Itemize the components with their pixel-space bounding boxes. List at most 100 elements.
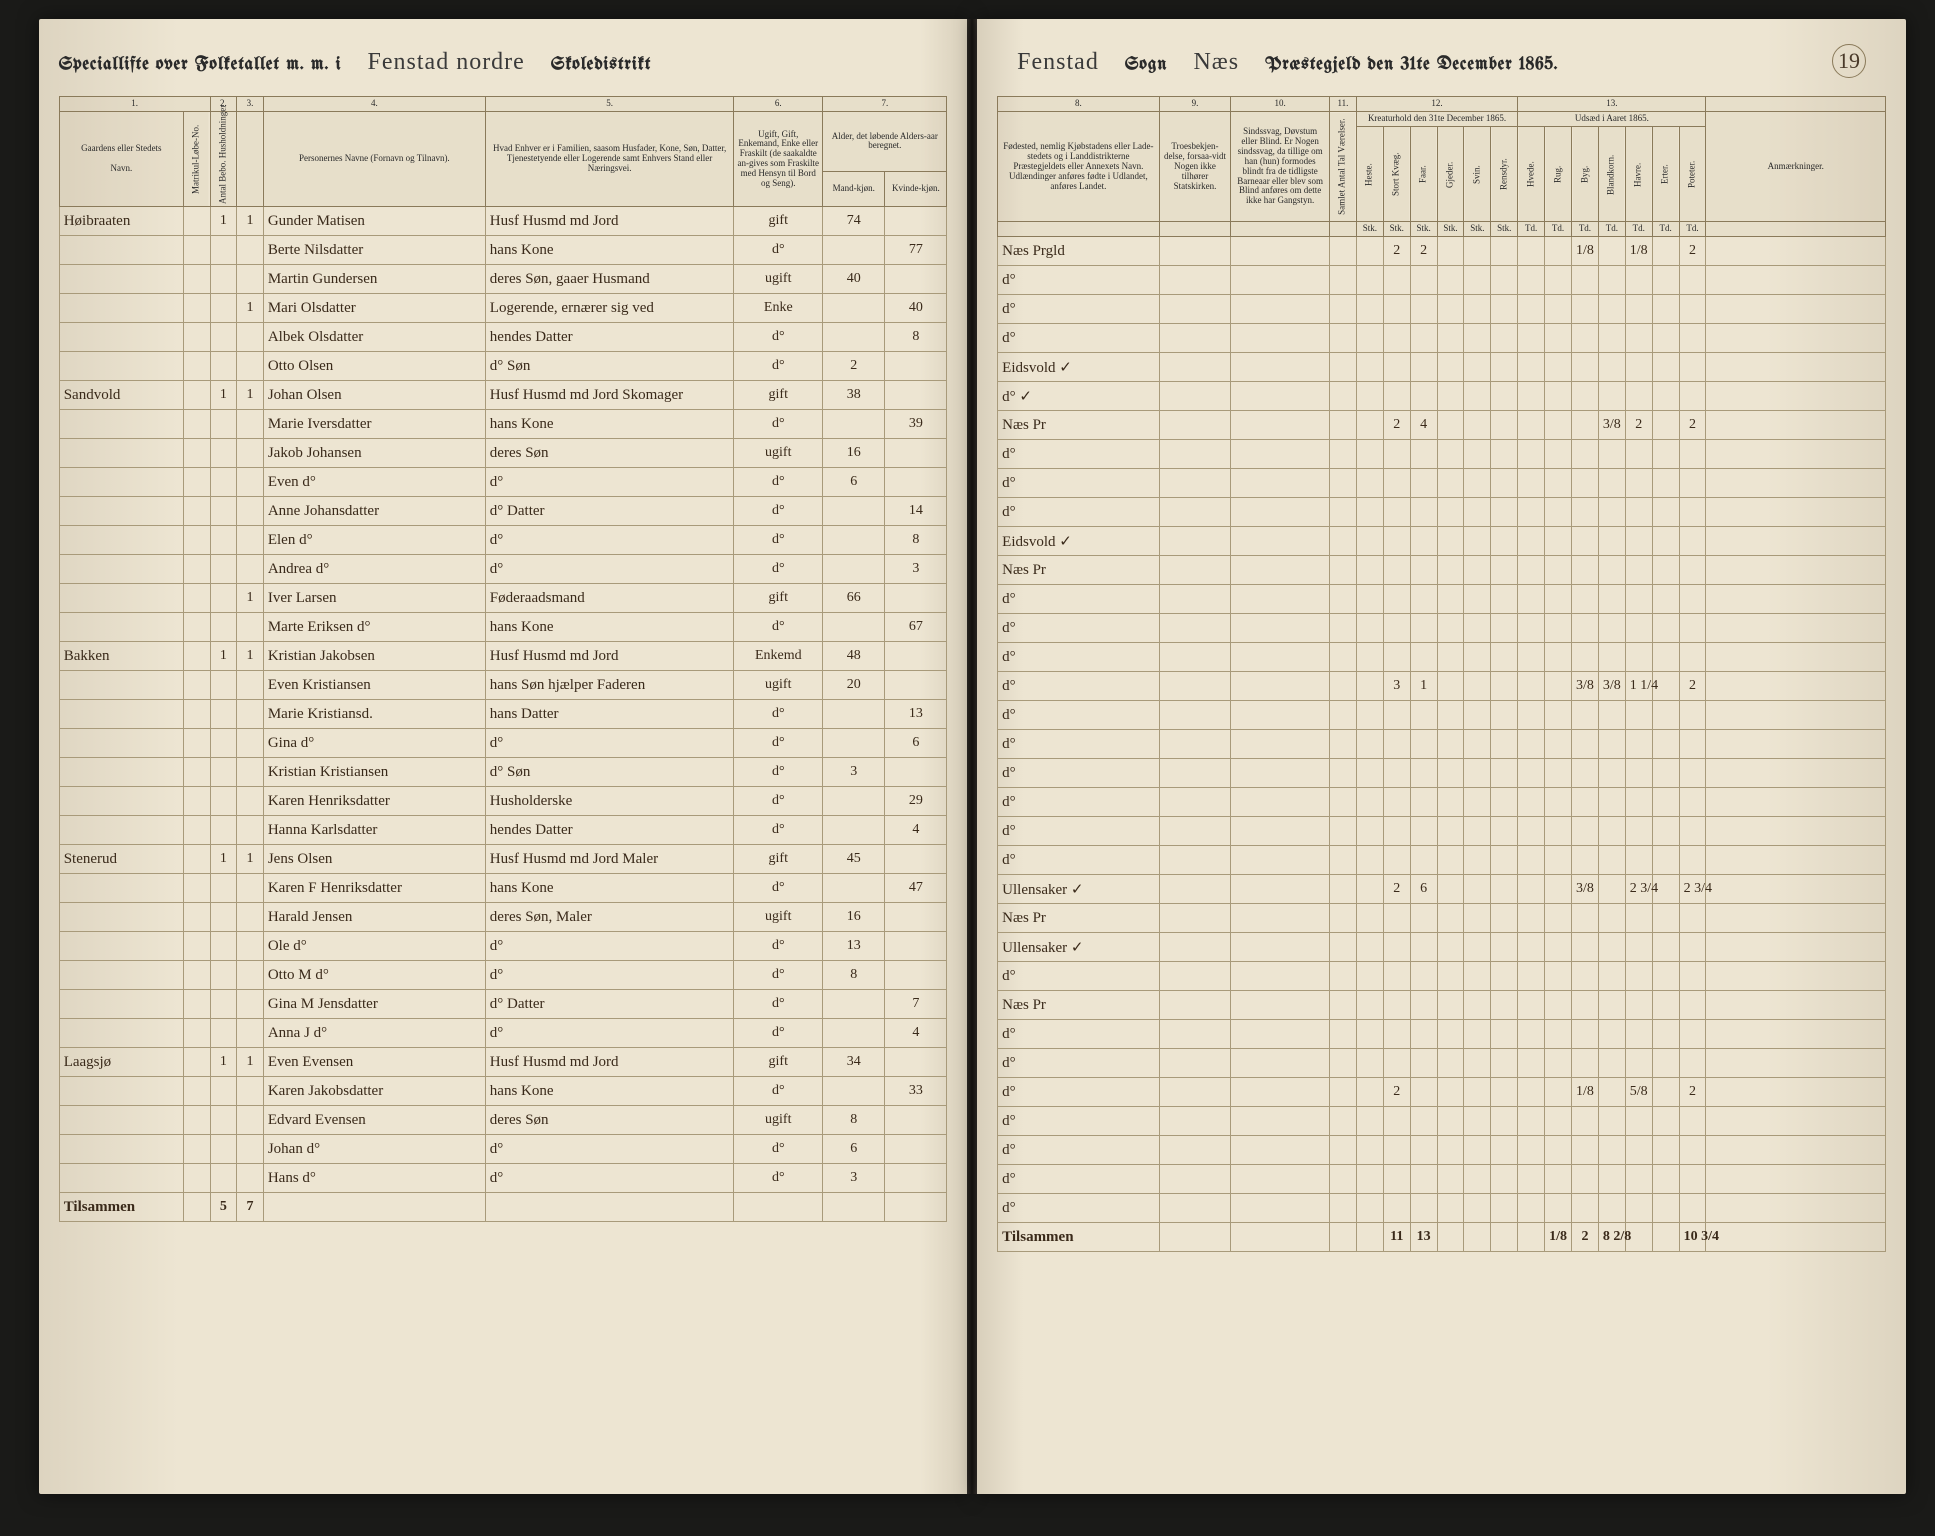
cell-er <box>1625 1194 1652 1223</box>
cell-hv <box>1598 353 1625 382</box>
cell-kv <box>1383 730 1410 759</box>
cell-age-f: 40 <box>885 294 947 323</box>
cell-faith <box>1159 991 1231 1020</box>
cell-age-f <box>885 1164 947 1193</box>
cell-p <box>237 961 264 990</box>
cell-fa <box>1410 904 1437 933</box>
cell-role: Husf Husmd md Jord Maler <box>485 845 734 874</box>
cell-p <box>237 990 264 1019</box>
cell-role: d° <box>485 1164 734 1193</box>
h-disab: Sindssvag, Døvstum eller Blind. Er Nogen… <box>1231 112 1330 222</box>
cell-hv <box>1598 817 1625 846</box>
cell-er <box>1625 469 1652 498</box>
cell-hv: 3/8 <box>1598 411 1625 440</box>
cell-rg <box>1545 643 1572 672</box>
cell-status: d° <box>734 874 823 903</box>
cell-kv <box>1383 440 1410 469</box>
cell-h <box>210 555 237 584</box>
table-row: 1Mari OlsdatterLogerende, ernærer sig ve… <box>59 294 947 323</box>
footer-m: 5 <box>210 1193 237 1222</box>
cell-hs <box>1356 411 1383 440</box>
cell-rooms <box>1329 1194 1356 1223</box>
table-row: Albek Olsdatterhendes Datterd°8 <box>59 323 947 352</box>
cell-faith <box>1159 788 1231 817</box>
h-matrikul: Matrikul-Løbe-No. <box>183 112 210 207</box>
cell-p: 1 <box>237 381 264 410</box>
cell-age-f <box>885 642 947 671</box>
cell-rooms <box>1329 672 1356 701</box>
cell-m <box>183 294 210 323</box>
cell-remarks <box>1706 585 1886 614</box>
cell-remarks <box>1706 991 1886 1020</box>
cell-fa <box>1410 933 1437 962</box>
cell-er <box>1625 962 1652 991</box>
cell-disab <box>1231 353 1330 382</box>
cell-fa <box>1410 295 1437 324</box>
cell-disab <box>1231 904 1330 933</box>
cell-role: Husholderske <box>485 787 734 816</box>
cell-status: ugift <box>734 903 823 932</box>
cell-kv <box>1383 382 1410 411</box>
table-row: Hans d°d°d°3 <box>59 1164 947 1193</box>
cell-h <box>210 758 237 787</box>
cell-name: Even Evensen <box>263 1048 485 1077</box>
cell-age-f <box>885 961 947 990</box>
cell-age-f <box>885 1135 947 1164</box>
cell-hs <box>1356 1107 1383 1136</box>
cell-faith <box>1159 324 1231 353</box>
cell-bg <box>1572 585 1599 614</box>
cell-remarks <box>1706 1078 1886 1107</box>
cell-fa: 4 <box>1410 411 1437 440</box>
cell-age-f: 7 <box>885 990 947 1019</box>
cell-rg <box>1545 933 1572 962</box>
cell-pt <box>1679 933 1706 962</box>
cell-rg <box>1545 440 1572 469</box>
left-page: Speciallifte over Folketallet m. m. i Fe… <box>39 19 968 1494</box>
cell-birth: d° <box>998 1078 1159 1107</box>
cell-name: Hanna Karlsdatter <box>263 816 485 845</box>
cell-name: Karen F Henriksdatter <box>263 874 485 903</box>
cell-kv <box>1383 962 1410 991</box>
cell-disab <box>1231 933 1330 962</box>
cell-kv <box>1383 498 1410 527</box>
cell-age-m: 13 <box>823 932 885 961</box>
cell-fa: 6 <box>1410 875 1437 904</box>
cell-remarks <box>1706 962 1886 991</box>
cell-pt <box>1679 353 1706 382</box>
cell-name: Iver Larsen <box>263 584 485 613</box>
h-bebo: Antal Bebo. Husholdninger <box>210 112 237 207</box>
cell-status: d° <box>734 555 823 584</box>
cell-rg <box>1545 1078 1572 1107</box>
cell-birth: d° <box>998 585 1159 614</box>
cell-hs <box>1356 730 1383 759</box>
cell-role: d° Søn <box>485 352 734 381</box>
cell-faith <box>1159 614 1231 643</box>
cell-birth: d° <box>998 469 1159 498</box>
cell-hs <box>1356 266 1383 295</box>
cell-p <box>237 352 264 381</box>
h-poteter: Poteter. <box>1679 127 1706 222</box>
cell-disab <box>1231 962 1330 991</box>
cell-fa <box>1410 382 1437 411</box>
cell-name: Marie Kristiansd. <box>263 700 485 729</box>
cell-disab <box>1231 527 1330 556</box>
cell-farm <box>59 903 183 932</box>
cell-bg <box>1572 846 1599 875</box>
h-remarks: Anmærkninger. <box>1706 112 1886 222</box>
cell-farm <box>59 758 183 787</box>
cell-h: 1 <box>210 1048 237 1077</box>
cell-status: d° <box>734 352 823 381</box>
cell-h: 1 <box>210 642 237 671</box>
cell-status: ugift <box>734 265 823 294</box>
cell-farm: Høibraaten <box>59 207 183 236</box>
cell-faith <box>1159 1107 1231 1136</box>
cell-rg <box>1545 382 1572 411</box>
cell-status: gift <box>734 207 823 236</box>
col-7: 7. <box>823 97 947 112</box>
table-head-right: 8. 9. 10. 11. 12. 13. Fødested, nemlig K… <box>998 97 1886 237</box>
cell-role: d° Søn <box>485 758 734 787</box>
cell-rg <box>1545 237 1572 266</box>
cell-bg <box>1572 440 1599 469</box>
cell-p: 1 <box>237 845 264 874</box>
cell-name: Otto Olsen <box>263 352 485 381</box>
